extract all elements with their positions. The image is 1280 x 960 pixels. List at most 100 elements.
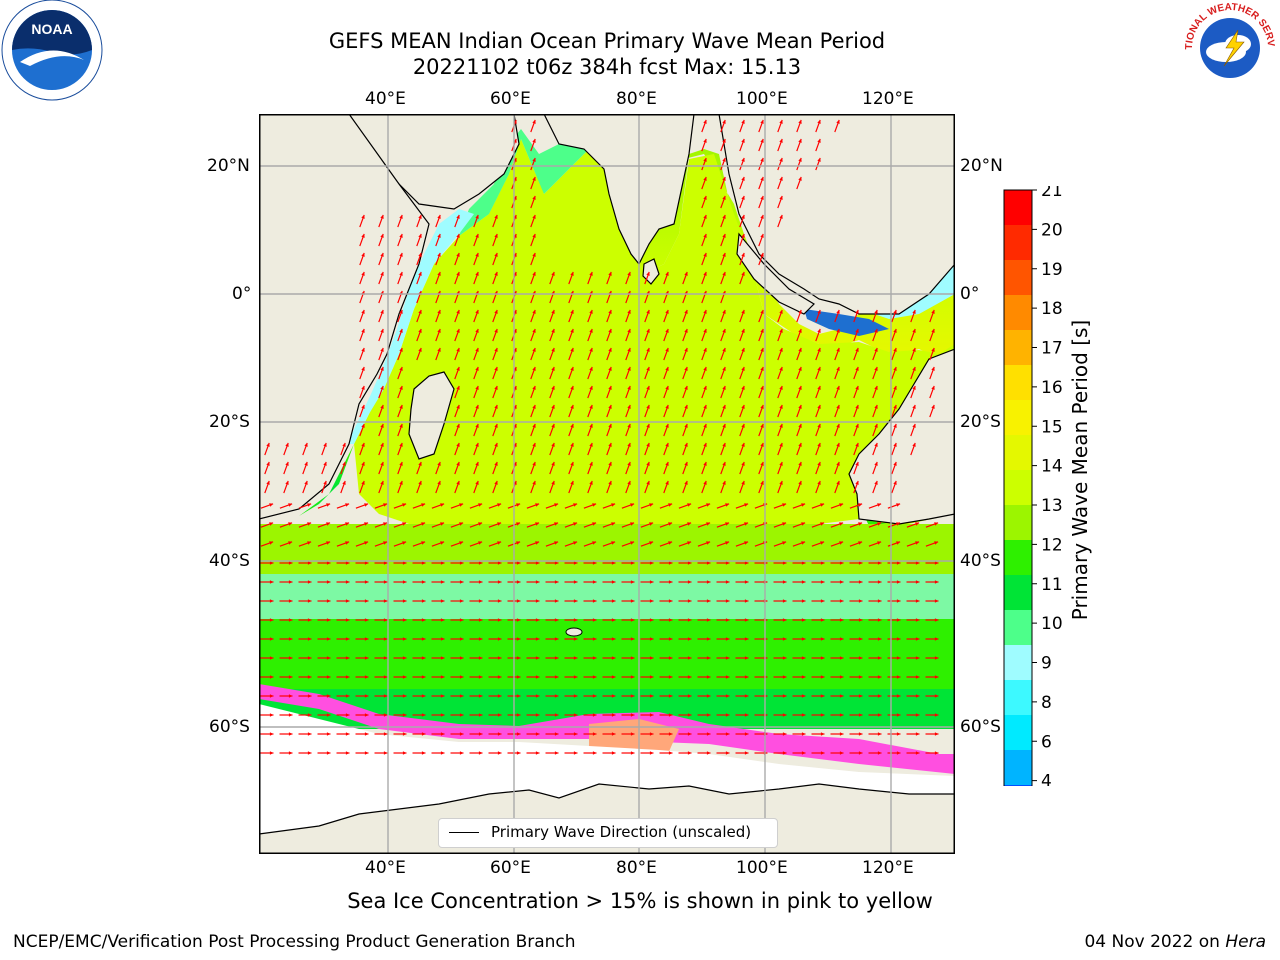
wave-arrow-head	[836, 347, 840, 352]
wave-arrow-head	[836, 461, 840, 466]
wave-arrow-head	[440, 713, 445, 717]
wave-arrow-head	[589, 271, 593, 276]
wave-arrow-head	[630, 561, 635, 565]
wave-arrow-head	[630, 713, 635, 717]
wave-arrow-head	[456, 309, 460, 314]
wave-arrow-head	[874, 366, 878, 371]
wave-arrow-head	[440, 541, 445, 545]
wave-arrow-head	[361, 461, 365, 466]
wave-arrow-head	[589, 461, 593, 466]
wave-arrow-head	[570, 328, 574, 333]
wave-arrow-head	[402, 580, 407, 584]
wave-arrow-head	[535, 618, 540, 622]
wave-arrow-head	[893, 309, 897, 314]
wave-arrow-head	[801, 561, 806, 565]
wave-arrow-head	[722, 480, 726, 485]
wave-arrow-head	[874, 461, 878, 466]
wave-arrow-head	[893, 480, 897, 485]
wave-arrow-head	[459, 637, 464, 641]
wave-arrow-head	[456, 366, 460, 371]
wave-arrow-head	[703, 252, 707, 257]
wave-arrow-head	[646, 366, 650, 371]
wave-arrow-head	[421, 694, 426, 698]
colorbar-segment	[1004, 400, 1032, 435]
wave-arrow-head	[532, 366, 536, 371]
wave-arrow-head	[779, 328, 783, 333]
wave-arrow-head	[877, 503, 882, 507]
wave-arrow-head	[896, 675, 901, 679]
wave-arrow-head	[269, 561, 274, 565]
wave-arrow-head	[722, 366, 726, 371]
wave-arrow-head	[684, 461, 688, 466]
wave-arrow-head	[893, 423, 897, 428]
wave-arrow-head	[798, 157, 802, 162]
wave-arrow-head	[798, 385, 802, 390]
wave-arrow-head	[668, 656, 673, 660]
wave-arrow-head	[456, 480, 460, 485]
wave-arrow-head	[801, 656, 806, 660]
wave-arrow-head	[836, 119, 840, 124]
wave-arrow-head	[877, 713, 882, 717]
wave-arrow-head	[896, 618, 901, 622]
wave-arrow-head	[665, 366, 669, 371]
wave-arrow-head	[627, 423, 631, 428]
wave-arrow-head	[665, 442, 669, 447]
wave-arrow-head	[269, 675, 274, 679]
wave-arrow-head	[627, 404, 631, 409]
wave-arrow-head	[383, 522, 388, 526]
wave-arrow-head	[760, 404, 764, 409]
wave-arrow-head	[915, 541, 920, 545]
wave-arrow-head	[915, 637, 920, 641]
wave-arrow-head	[646, 328, 650, 333]
wave-arrow-head	[535, 694, 540, 698]
wave-arrow-head	[497, 599, 502, 603]
wave-arrow-head	[934, 732, 939, 736]
wave-arrow-head	[475, 480, 479, 485]
wave-arrow-head	[288, 656, 293, 660]
wave-arrow-head	[383, 541, 388, 545]
wave-arrow-head	[934, 751, 939, 755]
wave-arrow-head	[459, 694, 464, 698]
wave-arrow-head	[516, 694, 521, 698]
wave-arrow-head	[364, 751, 369, 755]
wave-arrow-head	[912, 328, 916, 333]
wave-arrow-head	[551, 442, 555, 447]
wave-arrow-head	[649, 713, 654, 717]
wave-arrow-head	[874, 480, 878, 485]
wave-arrow-head	[744, 618, 749, 622]
svg-text:NOAA: NOAA	[31, 21, 72, 37]
legend-label: Primary Wave Direction (unscaled)	[491, 823, 752, 841]
wave-arrow-head	[440, 751, 445, 755]
wave-arrow-head	[383, 599, 388, 603]
wave-arrow-head	[668, 503, 673, 507]
wave-arrow-head	[608, 423, 612, 428]
wave-arrow-head	[532, 461, 536, 466]
wave-arrow-head	[877, 675, 882, 679]
wave-arrow-head	[418, 347, 422, 352]
wave-arrow-head	[877, 599, 882, 603]
wave-arrow-head	[326, 637, 331, 641]
wave-arrow-head	[744, 713, 749, 717]
wave-arrow-head	[874, 347, 878, 352]
wave-arrow-head	[934, 522, 939, 526]
wave-arrow-head	[478, 503, 483, 507]
wave-arrow-head	[269, 637, 274, 641]
colorbar-tick-label: 16	[1041, 378, 1063, 398]
wave-arrow-head	[934, 541, 939, 545]
wave-arrow-head	[817, 404, 821, 409]
wave-arrow-head	[779, 176, 783, 181]
wave-arrow-head	[839, 599, 844, 603]
wave-arrow-head	[668, 618, 673, 622]
wave-arrow-head	[760, 119, 764, 124]
colorbar-tick-label: 10	[1041, 614, 1063, 634]
wave-arrow-head	[725, 637, 730, 641]
wave-arrow-head	[896, 713, 901, 717]
wave-arrow-head	[494, 461, 498, 466]
wave-arrow-head	[418, 252, 422, 257]
wave-arrow-head	[760, 347, 764, 352]
wave-arrow-head	[475, 309, 479, 314]
wave-arrow-head	[399, 366, 403, 371]
wave-arrow-head	[893, 366, 897, 371]
wave-arrow-head	[760, 480, 764, 485]
wave-arrow-head	[836, 404, 840, 409]
